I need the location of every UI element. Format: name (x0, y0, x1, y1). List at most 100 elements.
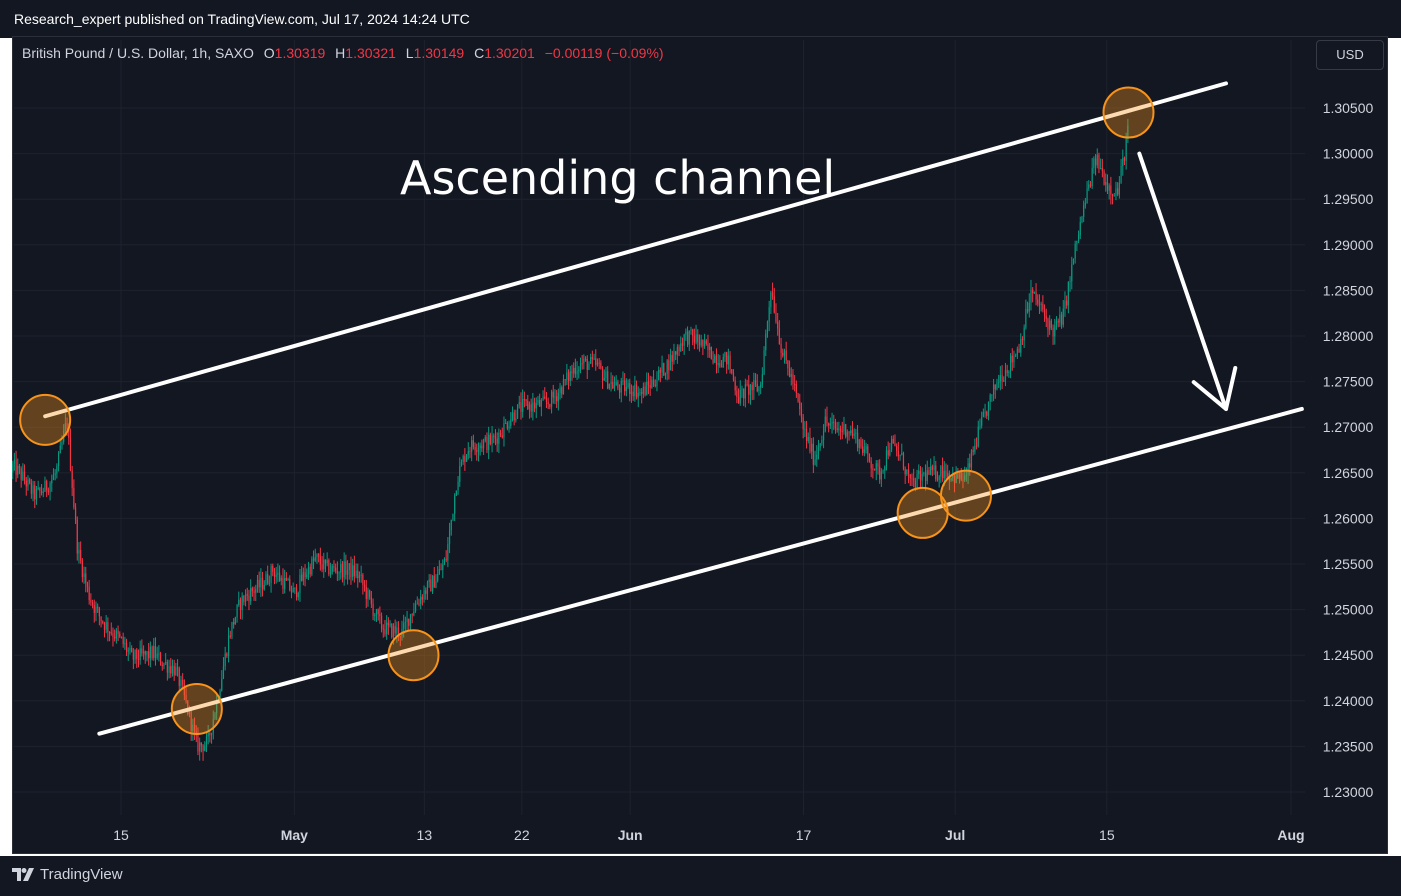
close-key: C (474, 45, 485, 61)
candle-body (273, 571, 276, 577)
candle-body (267, 573, 269, 584)
candle-body (159, 653, 162, 665)
candle-body (457, 481, 459, 491)
candle-body (805, 428, 808, 441)
candle-body (309, 566, 311, 575)
tradingview-logo[interactable]: TradingView (12, 866, 123, 883)
candle-body (144, 651, 146, 655)
arrow-head (1191, 365, 1238, 411)
candle-body (1098, 154, 1100, 170)
candle-body (355, 570, 357, 577)
candle-body (22, 471, 24, 480)
candle-body (250, 588, 252, 602)
candle-body (870, 461, 872, 469)
candle-body (154, 645, 157, 658)
candle-body (358, 575, 361, 579)
candle-body (773, 296, 775, 313)
candle-body (751, 384, 753, 391)
price-tick-label: 1.29000 (1323, 237, 1374, 253)
candle-body (338, 572, 340, 574)
candle-body (1015, 355, 1017, 357)
candle-body (1057, 320, 1059, 323)
candle-body (207, 732, 209, 737)
candle-body (141, 648, 143, 654)
candle-body (981, 417, 983, 426)
candle-body (1110, 185, 1112, 195)
candle-body (246, 594, 248, 596)
candle-body (231, 621, 233, 637)
candle-body (363, 584, 366, 587)
candle-body (970, 450, 973, 468)
candle-body (74, 507, 77, 520)
candle-body (748, 384, 750, 395)
candle-body (229, 635, 231, 637)
candle-body (124, 643, 126, 645)
candle-body (549, 404, 551, 408)
candle-body (947, 473, 949, 478)
candle-body (545, 398, 548, 403)
candle-body (508, 425, 510, 429)
candle-body (282, 577, 284, 589)
candle-body (437, 573, 439, 581)
candle-body (80, 550, 82, 561)
candle-body (411, 614, 413, 616)
candle-body (29, 479, 31, 483)
candle-body (556, 396, 558, 402)
candle-body (199, 742, 201, 752)
candle-body (1096, 154, 1098, 166)
candle-body (1120, 166, 1122, 183)
candle-body (391, 623, 393, 638)
candle-body (153, 645, 155, 659)
candle-body (792, 373, 794, 384)
candle-body (372, 603, 374, 616)
candle-body (226, 653, 228, 656)
candle-body (804, 428, 806, 430)
candle-body (642, 386, 644, 394)
candle-body (469, 451, 471, 453)
candle-body (875, 463, 877, 471)
candle-body (838, 428, 840, 431)
candle-body (542, 396, 544, 401)
candle-body (637, 392, 639, 398)
candle-body (1037, 299, 1039, 304)
candle-body (620, 380, 622, 393)
candle-body (302, 572, 304, 581)
candle-body (98, 608, 100, 617)
candle-body (83, 573, 85, 578)
candle-body (1089, 184, 1092, 187)
candle-body (596, 362, 599, 365)
candle-body (559, 387, 561, 393)
candle-body (331, 566, 333, 572)
candle-body (885, 450, 888, 467)
candle-body (30, 482, 32, 494)
candle-body (914, 480, 916, 489)
candle-body (1052, 327, 1054, 337)
candle-body (61, 441, 63, 446)
time-tick-label: Jun (618, 827, 643, 843)
close-value: 1.30201 (484, 45, 535, 61)
candle-body (987, 401, 990, 416)
candle-body (1001, 374, 1003, 382)
candle-body (632, 391, 634, 397)
candle-body (907, 469, 910, 475)
candle-body (671, 355, 673, 362)
candle-body (612, 381, 614, 389)
currency-button[interactable]: USD (1316, 40, 1384, 70)
candle-body (489, 434, 491, 444)
candle-body (625, 387, 627, 392)
candle-body (268, 583, 270, 585)
arrow-shaft (1137, 151, 1228, 411)
candle-body (523, 399, 525, 401)
candle-body (783, 350, 786, 356)
candle-body (528, 404, 531, 410)
candle-body (78, 550, 80, 554)
candle-body (280, 577, 282, 581)
candle-body (977, 426, 979, 447)
candle-body (156, 653, 158, 658)
change-value: −0.00119 (−0.09%) (544, 45, 664, 61)
price-axis: 1.30500 1.30000 1.29500 1.29000 1.28500 1.280… (1323, 100, 1374, 800)
candle-body (1077, 235, 1080, 241)
candle-body (877, 463, 879, 467)
candle-body (131, 648, 133, 653)
